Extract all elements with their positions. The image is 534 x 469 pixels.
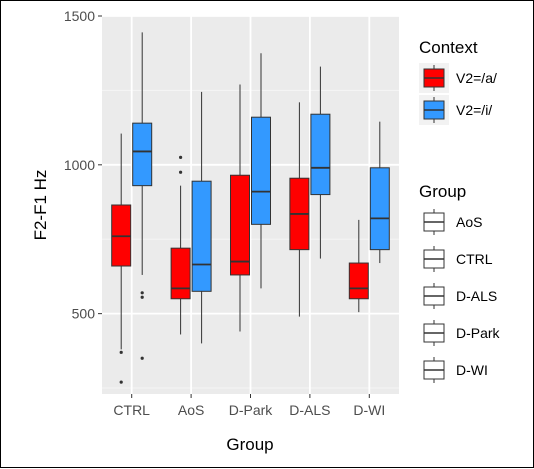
y-axis: 500 1000 1500: [64, 8, 102, 322]
legend-group-title: Group: [419, 182, 466, 201]
legend-key-group: [419, 207, 449, 237]
box-ctrl-i: [132, 32, 153, 360]
outlier-point: [119, 350, 123, 354]
box-iqr: [230, 174, 250, 276]
outlier-point: [140, 295, 144, 299]
box-iqr: [132, 122, 153, 187]
box-iqr: [310, 113, 331, 196]
x-tick-label: D-Park: [229, 402, 274, 418]
legend-key-context: [419, 95, 449, 125]
x-axis-title: Group: [226, 435, 273, 454]
y-tick-label: 1000: [64, 157, 95, 173]
outlier-point: [179, 170, 183, 174]
outlier-point: [140, 291, 144, 295]
y-axis-title: F2-F1 Hz: [31, 170, 50, 241]
box-aos-a: [170, 155, 191, 335]
box-d-park-i: [251, 53, 271, 289]
legend-key-group: [419, 318, 449, 348]
box-iqr: [191, 180, 212, 292]
box-iqr: [348, 262, 369, 300]
grid-lines: [102, 15, 399, 394]
box-aos-i: [191, 91, 212, 344]
box-iqr: [170, 247, 191, 300]
box-d-als-a: [289, 102, 310, 317]
box-ctrl-a: [111, 133, 132, 384]
box-d-als-i: [310, 66, 331, 259]
legend: Context Group V2=/a/V2=/i/AoS CTRL D-ALS D-…: [419, 38, 501, 385]
x-tick-label: D-WI: [353, 402, 385, 418]
legend-key-group: [419, 281, 449, 311]
legend-label-group: D-ALS: [456, 288, 497, 304]
legend-label-group: D-WI: [456, 362, 488, 378]
legend-key-group: [419, 244, 449, 274]
legend-key-group: [419, 355, 449, 385]
x-axis: CTRL AoS D-Park D-ALS D-WI: [113, 394, 385, 418]
box-iqr: [369, 167, 390, 251]
y-tick-label: 500: [72, 306, 96, 322]
box-series: [111, 32, 390, 384]
box-iqr: [251, 116, 271, 225]
x-tick-label: CTRL: [113, 402, 150, 418]
box-d-park-a: [230, 84, 250, 332]
legend-label-context: V2=/a/: [456, 70, 497, 86]
box-d-wi-a: [348, 219, 369, 313]
box-d-wi-i: [369, 121, 390, 264]
legend-label-group: AoS: [456, 214, 482, 230]
legend-key-context: [419, 63, 449, 93]
legend-label-context: V2=/i/: [456, 102, 492, 118]
outlier-point: [119, 380, 123, 384]
x-tick-label: AoS: [178, 402, 204, 418]
legend-label-group: CTRL: [456, 251, 493, 267]
y-tick-label: 1500: [64, 8, 95, 24]
legend-label-group: D-Park: [456, 325, 501, 341]
outlier-point: [179, 155, 183, 159]
legend-context-title: Context: [419, 38, 478, 57]
x-tick-label: D-ALS: [289, 402, 330, 418]
outlier-point: [140, 356, 144, 360]
